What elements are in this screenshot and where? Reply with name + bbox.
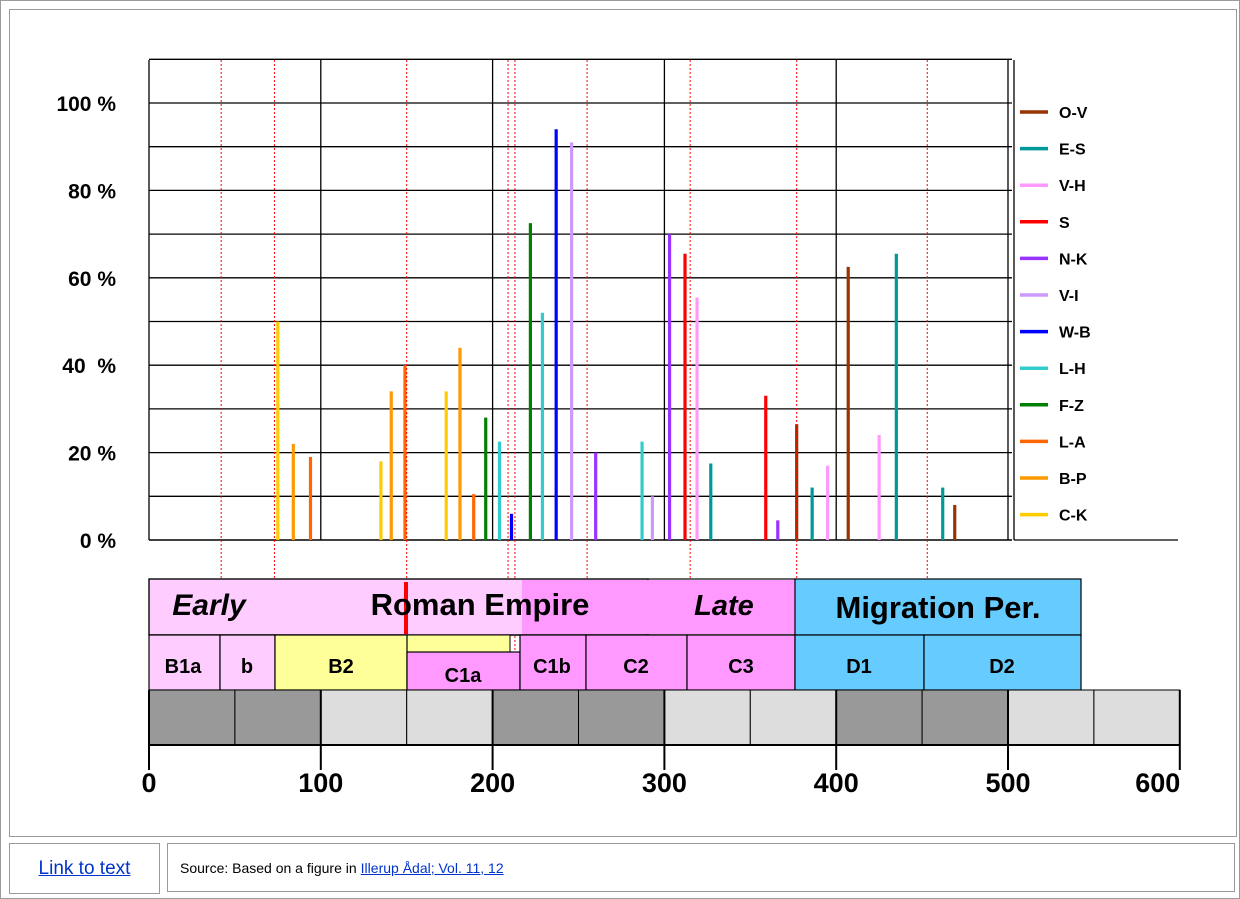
legend-label: E-S [1059, 142, 1086, 159]
legend-label: L-H [1059, 361, 1086, 378]
phase-label: B1a [165, 656, 203, 678]
axis-segment [1093, 689, 1181, 746]
legend-label: V-I [1059, 288, 1079, 305]
axis-segment [1007, 689, 1095, 746]
axis-segment [148, 689, 236, 746]
phase-label: C3 [728, 656, 754, 678]
link-to-text[interactable]: Link to text [38, 857, 131, 879]
x-tick-label: 200 [470, 768, 515, 798]
source-text: Source: Based on a figure in [180, 859, 357, 876]
axis-segment [835, 689, 923, 746]
era-label: Roman Empire [371, 587, 590, 622]
legend-label: W-B [1059, 325, 1091, 342]
phase-label: C1a [445, 665, 483, 687]
y-tick-label: 40 % [62, 355, 116, 378]
phase-box [274, 634, 408, 691]
era-marker [404, 582, 408, 634]
era-label: Early [172, 589, 247, 622]
axis-segment [921, 689, 1009, 746]
source-cell: Source: Based on a figure in Illerup Åda… [167, 843, 1235, 892]
axis-segment [492, 689, 580, 746]
y-tick-label: 0 % [80, 530, 117, 553]
y-tick-label: 80 % [68, 180, 116, 203]
y-tick-label: 20 % [68, 443, 116, 466]
era-label: Migration Per. [836, 590, 1041, 625]
phase-box [585, 634, 688, 691]
era-label: Late [694, 590, 754, 622]
legend-label: V-H [1059, 178, 1086, 195]
phase-box [923, 634, 1082, 691]
phase-label: D1 [846, 656, 872, 678]
axis-segment [406, 689, 494, 746]
x-tick-label: 600 [1135, 768, 1180, 798]
era-band-late [522, 580, 795, 634]
x-tick-label: 100 [298, 768, 343, 798]
legend-label: L-A [1059, 434, 1086, 451]
x-tick-label: 400 [814, 768, 859, 798]
x-tick-label: 300 [642, 768, 687, 798]
y-tick-label: 100 % [56, 93, 116, 116]
phase-label: b [241, 656, 253, 678]
phase-box [686, 634, 796, 691]
legend-label: O-V [1059, 105, 1088, 122]
phase-label: C1b [533, 656, 571, 678]
chart-panel: 100 % 80 % 60 % 40 % 20 % 0 % O-V E-S V-H S N-K V-… [9, 9, 1237, 837]
era-band-roman-light [275, 580, 522, 634]
chart-svg: 100 % 80 % 60 % 40 % 20 % 0 % O-V E-S V-H S N-K V-… [56, 58, 1181, 798]
axis-segment [749, 689, 837, 746]
era-band-migration [794, 578, 1082, 636]
x-tick-label: 0 [141, 768, 156, 798]
legend-label: N-K [1059, 251, 1088, 268]
axis-segment [320, 689, 408, 746]
legend-label: B-P [1059, 471, 1087, 488]
link-cell: Link to text [9, 843, 160, 894]
phase-b2-extension [406, 634, 511, 653]
y-tick-label: 60 % [68, 268, 116, 291]
axis-segment [234, 689, 322, 746]
legend-label: S [1059, 215, 1070, 232]
axis-segment [663, 689, 751, 746]
legend-label: C-K [1059, 508, 1088, 525]
source-link[interactable]: Illerup Ådal; Vol. 11, 12 [360, 859, 504, 876]
phase-label: B2 [328, 656, 354, 678]
x-tick-label: 500 [985, 768, 1030, 798]
phase-label: C2 [623, 656, 649, 678]
phase-box [219, 634, 276, 691]
phase-box [794, 634, 925, 691]
axis-segment [578, 689, 665, 746]
phase-label: D2 [989, 656, 1015, 678]
phase-box [519, 634, 587, 691]
legend-label: F-Z [1059, 398, 1084, 415]
